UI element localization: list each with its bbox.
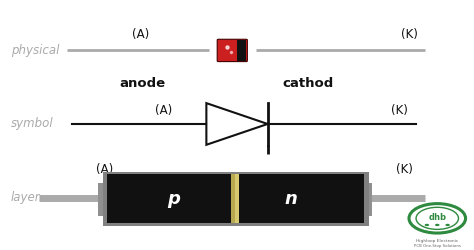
Circle shape [409, 204, 465, 233]
Text: (K): (K) [391, 104, 408, 117]
Bar [237, 40, 246, 61]
Bar [231, 174, 235, 223]
Text: (A): (A) [155, 104, 173, 117]
FancyBboxPatch shape [217, 39, 247, 62]
Text: anode: anode [120, 77, 166, 90]
Text: cathod: cathod [282, 77, 333, 90]
Text: (A): (A) [96, 163, 114, 176]
Text: p: p [167, 190, 180, 208]
Text: physical: physical [11, 44, 59, 57]
Bar [103, 172, 369, 226]
Text: (A): (A) [132, 28, 149, 41]
Text: layer: layer [11, 191, 40, 204]
Text: PCB One-Stop Solutions: PCB One-Stop Solutions [414, 244, 461, 248]
Text: (K): (K) [401, 28, 418, 41]
Bar [98, 183, 109, 216]
Bar [362, 183, 372, 216]
Text: (K): (K) [396, 163, 413, 176]
Circle shape [435, 224, 439, 226]
Bar [235, 174, 239, 223]
Text: Highloop Electronic: Highloop Electronic [416, 239, 458, 243]
Circle shape [425, 224, 429, 226]
Text: dhb: dhb [428, 213, 446, 222]
Text: symbol: symbol [11, 118, 54, 130]
Bar [108, 174, 364, 223]
Text: n: n [285, 190, 298, 208]
Circle shape [446, 224, 450, 226]
